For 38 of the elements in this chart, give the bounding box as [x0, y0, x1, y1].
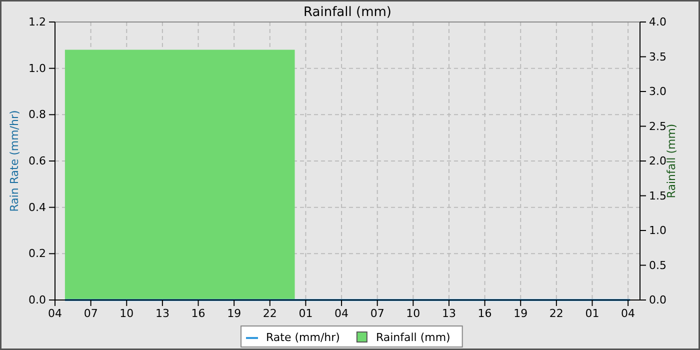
y2-tick-label: 4.0	[649, 16, 666, 29]
y-tick-label: 1.0	[28, 62, 46, 75]
y2-tick-label: 2.5	[649, 120, 666, 133]
y-axis-title: Rain Rate (mm/hr)	[8, 110, 21, 212]
x-tick-label: 13	[155, 306, 170, 320]
x-tick-label: 04	[48, 306, 62, 320]
x-tick-label: 07	[370, 306, 384, 320]
y2-tick-label: 3.5	[649, 50, 666, 64]
x-tick-label: 01	[585, 306, 600, 320]
y-tick-label: 0.6	[28, 154, 46, 168]
chart-title: Rainfall (mm)	[304, 5, 392, 20]
legend-label: Rate (mm/hr)	[266, 331, 340, 344]
y-tick-label: 0.0	[28, 294, 46, 307]
y2-tick-label: 2.0	[649, 154, 666, 168]
y-tick-label: 1.2	[28, 16, 46, 29]
legend-label: Rainfall (mm)	[376, 331, 450, 344]
y-tick-label: 0.4	[28, 200, 46, 214]
x-tick-label: 16	[478, 306, 492, 320]
x-tick-label: 04	[334, 306, 349, 320]
x-tick-label: 01	[298, 306, 313, 320]
x-tick-label: 22	[549, 306, 564, 320]
y2-axis-title: Rainfall (mm)	[665, 124, 678, 198]
x-tick-label: 10	[120, 306, 134, 320]
y2-tick-label: 3.0	[649, 85, 666, 98]
y-tick-label: 0.2	[28, 247, 46, 260]
x-tick-label: 16	[191, 306, 206, 320]
y2-tick-label: 0.0	[649, 294, 666, 307]
x-tick-label: 13	[442, 306, 456, 320]
x-tick-label: 07	[84, 306, 98, 320]
y2-tick-label: 0.5	[649, 258, 666, 272]
x-tick-label: 19	[227, 306, 242, 320]
x-tick-label: 22	[262, 306, 277, 320]
x-tick-label: 19	[514, 306, 528, 320]
x-tick-label: 10	[406, 306, 420, 320]
y2-tick-label: 1.5	[649, 189, 666, 202]
x-tick-label: 04	[621, 306, 636, 320]
y2-tick-label: 1.0	[649, 224, 666, 238]
y-tick-label: 0.8	[28, 108, 46, 122]
